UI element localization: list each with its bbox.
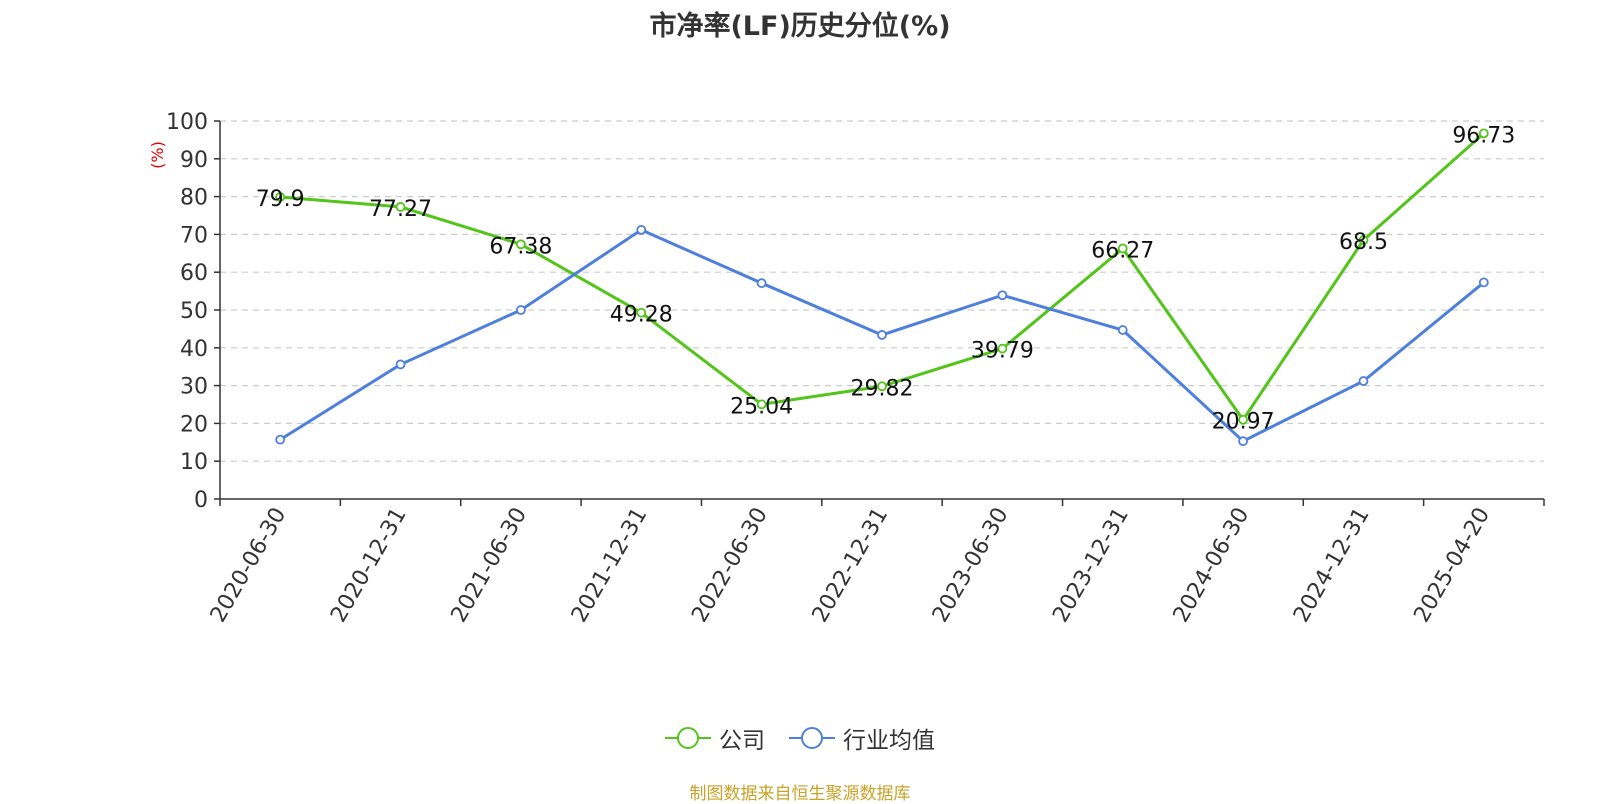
data-point [275,192,286,202]
data-point [636,224,647,235]
legend: 公司 行业均值 [0,721,1600,755]
x-tick-label: 2021-06-30 [447,504,533,627]
data-point [636,307,647,318]
data-label: 29.82 [851,376,914,401]
data-label: 66.27 [1091,238,1154,263]
y-tick-label: 60 [180,261,208,286]
x-tick-label: 2024-06-30 [1169,504,1255,627]
data-label: 25.04 [730,394,793,419]
x-tick-label: 2020-12-31 [326,504,412,627]
y-tick-label: 90 [180,148,208,173]
legend-item[interactable]: 公司 [665,721,765,755]
data-label: 20.97 [1212,410,1275,435]
legend-label: 公司 [719,728,765,754]
legend-item[interactable]: 行业均值 [789,721,935,755]
y-tick-label: 40 [180,337,208,362]
data-label: 39.79 [971,339,1034,364]
data-label: 67.38 [489,234,552,259]
y-tick-label: 10 [180,450,208,475]
data-point [395,202,406,212]
legend-label: 行业均值 [843,728,935,754]
legend-swatch [789,727,835,749]
data-point [1238,436,1248,447]
x-tick-label: 2022-06-30 [687,504,773,627]
data-point [756,399,767,410]
data-point [1238,414,1248,425]
data-label: 68.5 [1339,230,1388,255]
source-note: 制图数据来自恒生聚源数据库 [689,784,911,804]
data-point [1358,376,1369,386]
data-point [516,305,526,315]
data-label: 49.28 [610,303,673,328]
y-tick-label: 20 [180,412,208,437]
y-tick-label: 70 [180,223,208,248]
data-point [997,290,1008,301]
x-tick-label: 2023-12-31 [1048,504,1134,627]
data-point [877,330,887,340]
x-tick-label: 2023-06-30 [928,504,1014,627]
data-label: 79.9 [256,187,305,212]
data-point [1478,128,1489,139]
data-point [997,343,1008,354]
data-label: 77.27 [369,197,432,222]
data-point [1358,235,1369,245]
x-tick-label: 2021-12-31 [567,504,653,627]
y-tick-label: 30 [180,375,208,400]
y-tick-label: 100 [166,110,208,135]
y-tick-label: 0 [194,488,208,513]
data-point [275,434,286,445]
data-label: 96.73 [1452,123,1515,148]
data-point [1478,277,1489,288]
x-tick-label: 2022-12-31 [808,504,894,627]
data-point [395,359,406,370]
y-tick-label: 50 [180,299,208,324]
data-point [877,381,887,392]
data-point [516,239,526,250]
x-tick-label: 2024-12-31 [1289,504,1375,627]
chart-title: 市净率(LF)历史分位(%) [649,11,951,42]
legend-swatch [665,727,711,749]
data-point [756,278,767,289]
y-axis-label: (%) [148,141,167,169]
x-tick-label: 2020-06-30 [206,504,292,627]
data-point [1117,243,1128,254]
data-point [1117,325,1128,335]
x-tick-label: 2025-04-20 [1409,504,1495,627]
y-tick-label: 80 [180,186,208,211]
